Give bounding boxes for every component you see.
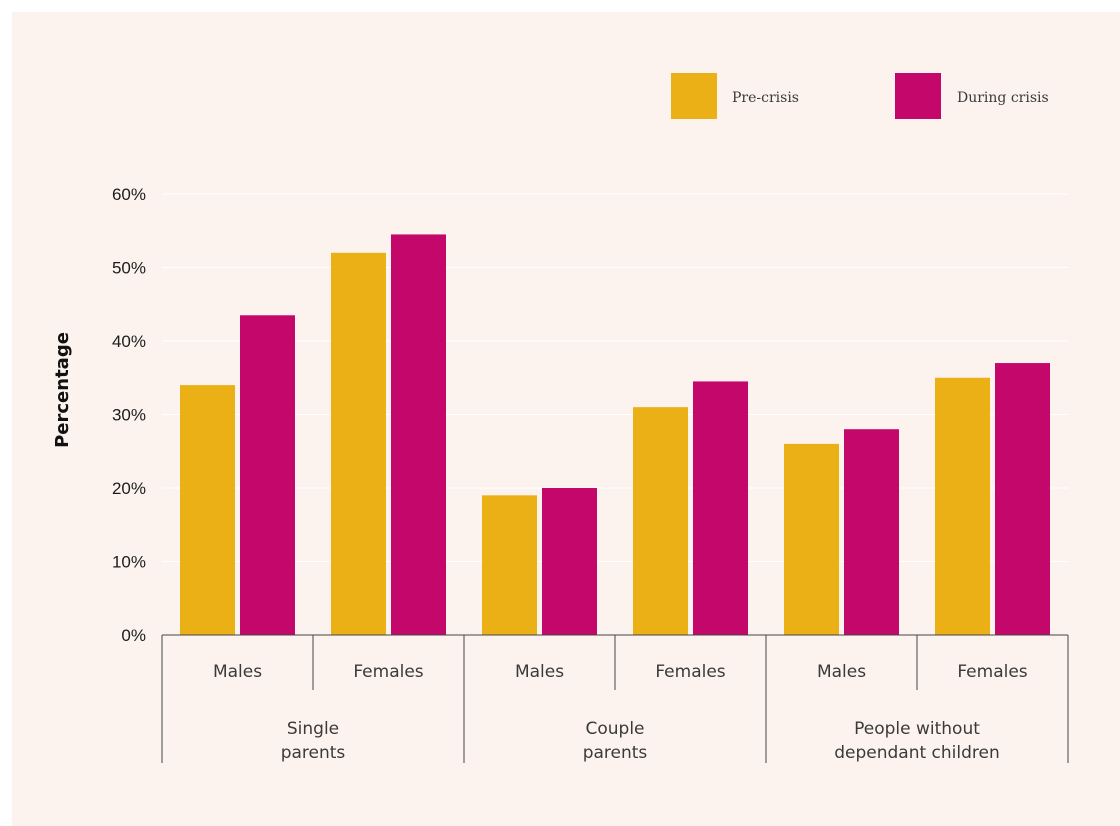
legend-swatch xyxy=(895,73,941,119)
y-axis-ticks: 0% 10% 20% 30% 40% 50% 60% xyxy=(112,185,146,645)
bar xyxy=(995,363,1050,635)
x-group-label: People without xyxy=(854,719,980,739)
x-category-label: Females xyxy=(957,662,1027,682)
x-category-label: Males xyxy=(213,662,262,682)
y-tick-label: 50% xyxy=(112,259,146,278)
legend: Pre-crisis During crisis xyxy=(671,73,1049,119)
x-group-label: dependant children xyxy=(834,743,1000,763)
legend-label: During crisis xyxy=(957,90,1049,106)
legend-label: Pre-crisis xyxy=(732,90,799,106)
bar xyxy=(844,429,899,635)
y-tick-label: 0% xyxy=(121,626,146,645)
x-group-label: parents xyxy=(583,743,648,763)
bar xyxy=(391,234,446,636)
bar xyxy=(935,377,990,635)
y-tick-label: 10% xyxy=(112,553,146,572)
bar xyxy=(482,495,537,635)
bar xyxy=(542,488,597,635)
bar xyxy=(240,315,295,635)
x-category-label: Males xyxy=(817,662,866,682)
y-tick-label: 20% xyxy=(112,479,146,498)
bar xyxy=(180,385,235,635)
gridlines xyxy=(162,193,1068,562)
x-category-label: Males xyxy=(515,662,564,682)
bar xyxy=(331,252,386,636)
x-axis: Males Females Single parents Males Females Cou… xyxy=(161,634,1069,763)
x-group-label: Single xyxy=(287,719,339,739)
bar xyxy=(633,407,688,635)
y-tick-label: 40% xyxy=(112,332,146,351)
x-category-label: Females xyxy=(655,662,725,682)
x-group-label: parents xyxy=(281,743,346,763)
legend-swatch xyxy=(671,73,717,119)
y-tick-label: 60% xyxy=(112,185,146,204)
x-category-label: Females xyxy=(353,662,423,682)
x-group-label: Couple xyxy=(585,719,644,739)
y-axis-label: Percentage xyxy=(52,332,73,448)
bar xyxy=(693,381,748,635)
y-tick-label: 30% xyxy=(112,406,146,425)
bars xyxy=(180,234,1050,636)
bar xyxy=(784,443,839,635)
